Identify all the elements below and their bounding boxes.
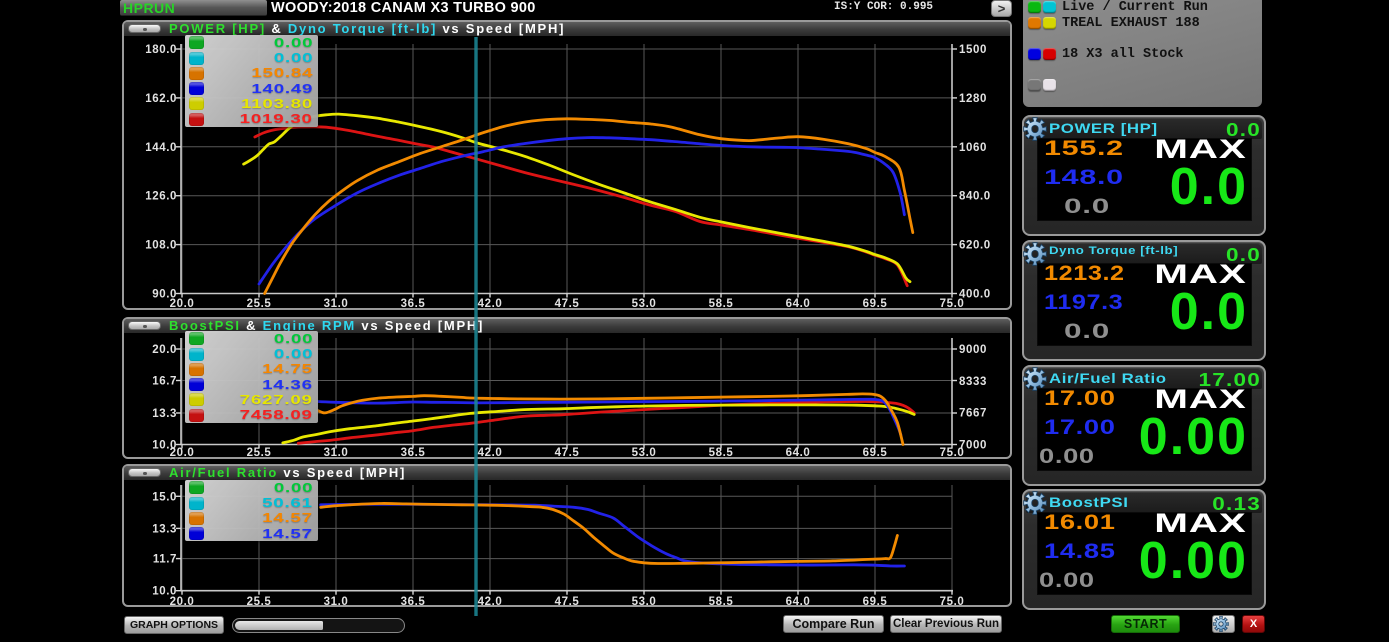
svg-text:25.5: 25.5 (247, 298, 272, 310)
svg-text:126.0: 126.0 (145, 191, 177, 203)
svg-text:58.5: 58.5 (709, 447, 734, 459)
svg-text:20.0: 20.0 (170, 298, 195, 310)
svg-text:47.5: 47.5 (555, 447, 580, 459)
svg-text:64.0: 64.0 (786, 447, 811, 459)
svg-text:8333: 8333 (959, 376, 987, 388)
svg-text:20.0: 20.0 (152, 344, 177, 356)
svg-text:36.5: 36.5 (401, 298, 426, 310)
svg-text:64.0: 64.0 (786, 298, 811, 310)
svg-text:53.0: 53.0 (632, 298, 657, 310)
svg-text:42.0: 42.0 (478, 447, 503, 459)
svg-text:9000: 9000 (959, 344, 987, 356)
svg-text:108.0: 108.0 (145, 240, 177, 252)
svg-text:53.0: 53.0 (632, 447, 657, 459)
svg-text:15.0: 15.0 (152, 491, 177, 503)
svg-text:69.5: 69.5 (863, 447, 888, 459)
svg-text:75.0: 75.0 (940, 298, 965, 310)
svg-text:64.0: 64.0 (786, 596, 811, 608)
svg-text:36.5: 36.5 (401, 596, 426, 608)
svg-text:20.0: 20.0 (170, 596, 195, 608)
svg-text:10.0: 10.0 (152, 586, 177, 598)
svg-text:1500: 1500 (959, 44, 987, 56)
svg-text:20.0: 20.0 (170, 447, 195, 459)
svg-text:1060: 1060 (959, 142, 987, 154)
svg-text:90.0: 90.0 (152, 289, 177, 301)
svg-text:42.0: 42.0 (478, 596, 503, 608)
svg-text:69.5: 69.5 (863, 298, 888, 310)
svg-text:47.5: 47.5 (555, 298, 580, 310)
svg-text:75.0: 75.0 (940, 596, 965, 608)
svg-text:69.5: 69.5 (863, 596, 888, 608)
svg-text:58.5: 58.5 (709, 596, 734, 608)
svg-text:13.3: 13.3 (152, 523, 177, 535)
svg-text:7667: 7667 (959, 408, 987, 420)
svg-text:25.5: 25.5 (247, 596, 272, 608)
svg-text:25.5: 25.5 (247, 447, 272, 459)
svg-text:620.0: 620.0 (959, 240, 991, 252)
svg-text:16.7: 16.7 (152, 376, 177, 388)
svg-text:31.0: 31.0 (324, 298, 349, 310)
svg-text:10.0: 10.0 (152, 440, 177, 452)
svg-text:840.0: 840.0 (959, 191, 991, 203)
svg-text:47.5: 47.5 (555, 596, 580, 608)
svg-text:400.0: 400.0 (959, 289, 991, 301)
svg-text:180.0: 180.0 (145, 44, 177, 56)
svg-text:11.7: 11.7 (153, 554, 177, 566)
svg-text:144.0: 144.0 (145, 142, 177, 154)
svg-text:162.0: 162.0 (145, 93, 177, 105)
svg-text:31.0: 31.0 (324, 447, 349, 459)
svg-text:58.5: 58.5 (709, 298, 734, 310)
svg-text:36.5: 36.5 (401, 447, 426, 459)
svg-text:13.3: 13.3 (152, 408, 177, 420)
svg-text:53.0: 53.0 (632, 596, 657, 608)
svg-text:1280: 1280 (959, 93, 987, 105)
svg-text:7000: 7000 (959, 440, 987, 452)
svg-text:75.0: 75.0 (940, 447, 965, 459)
svg-text:42.0: 42.0 (478, 298, 503, 310)
svg-text:31.0: 31.0 (324, 596, 349, 608)
